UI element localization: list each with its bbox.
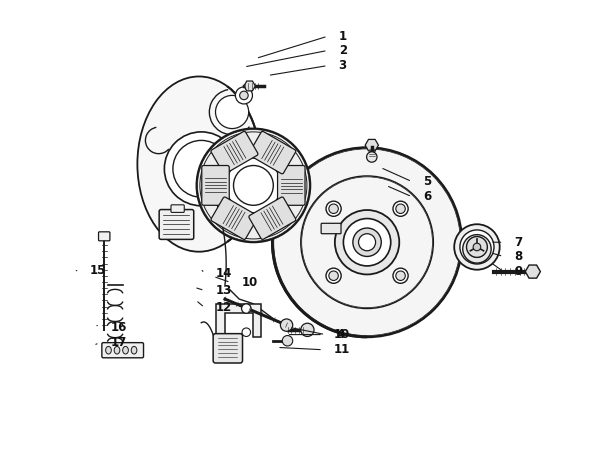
Circle shape — [463, 235, 491, 263]
Circle shape — [280, 319, 293, 331]
Circle shape — [197, 129, 310, 242]
Circle shape — [359, 234, 376, 251]
Text: 11: 11 — [334, 343, 350, 356]
Text: 15: 15 — [90, 264, 106, 277]
Circle shape — [301, 323, 314, 336]
Circle shape — [353, 228, 381, 256]
Circle shape — [241, 304, 251, 314]
Circle shape — [396, 271, 405, 280]
Circle shape — [393, 201, 408, 216]
Text: 17: 17 — [111, 336, 126, 349]
Text: 12: 12 — [216, 301, 232, 314]
Polygon shape — [216, 304, 260, 353]
FancyBboxPatch shape — [321, 223, 341, 234]
Circle shape — [326, 201, 341, 216]
Circle shape — [343, 218, 391, 266]
Ellipse shape — [123, 346, 128, 354]
FancyBboxPatch shape — [277, 165, 305, 205]
FancyBboxPatch shape — [211, 132, 258, 174]
FancyBboxPatch shape — [159, 209, 194, 239]
Circle shape — [454, 224, 500, 270]
FancyBboxPatch shape — [249, 197, 296, 239]
Circle shape — [469, 240, 486, 257]
Circle shape — [235, 87, 252, 104]
Circle shape — [460, 230, 494, 264]
Polygon shape — [525, 265, 540, 278]
Text: 3: 3 — [338, 59, 347, 72]
Text: 9: 9 — [514, 265, 522, 278]
Circle shape — [273, 148, 462, 337]
Circle shape — [393, 268, 408, 283]
Circle shape — [233, 165, 273, 205]
Text: 6: 6 — [423, 190, 431, 203]
FancyBboxPatch shape — [211, 197, 258, 239]
Text: 7: 7 — [514, 236, 522, 249]
Circle shape — [242, 328, 251, 336]
Ellipse shape — [106, 346, 111, 354]
Circle shape — [213, 200, 237, 223]
Circle shape — [216, 95, 249, 129]
Circle shape — [396, 204, 405, 213]
Circle shape — [282, 335, 293, 346]
Text: 8: 8 — [514, 250, 522, 263]
Text: 4: 4 — [336, 328, 345, 341]
Text: 10: 10 — [334, 328, 350, 341]
FancyBboxPatch shape — [171, 205, 185, 212]
Ellipse shape — [131, 346, 137, 354]
Circle shape — [329, 271, 338, 280]
Circle shape — [335, 210, 399, 275]
Text: 1: 1 — [338, 30, 347, 43]
Circle shape — [473, 243, 481, 251]
Circle shape — [467, 237, 488, 257]
Circle shape — [173, 141, 230, 197]
Circle shape — [226, 158, 281, 213]
Text: 2: 2 — [338, 44, 347, 57]
Ellipse shape — [114, 346, 120, 354]
Text: 13: 13 — [216, 284, 232, 297]
FancyBboxPatch shape — [98, 232, 110, 241]
FancyBboxPatch shape — [202, 165, 229, 205]
Circle shape — [367, 152, 377, 162]
FancyBboxPatch shape — [249, 132, 296, 174]
Ellipse shape — [137, 76, 260, 252]
Circle shape — [329, 204, 338, 213]
Text: 10: 10 — [241, 276, 258, 289]
Polygon shape — [244, 81, 255, 91]
Text: 14: 14 — [216, 267, 232, 280]
Polygon shape — [365, 139, 378, 151]
FancyBboxPatch shape — [213, 333, 243, 363]
Text: 16: 16 — [111, 321, 126, 334]
Circle shape — [326, 268, 341, 283]
Circle shape — [240, 91, 248, 100]
FancyBboxPatch shape — [102, 342, 144, 358]
Text: 5: 5 — [423, 175, 431, 188]
Circle shape — [164, 132, 238, 206]
